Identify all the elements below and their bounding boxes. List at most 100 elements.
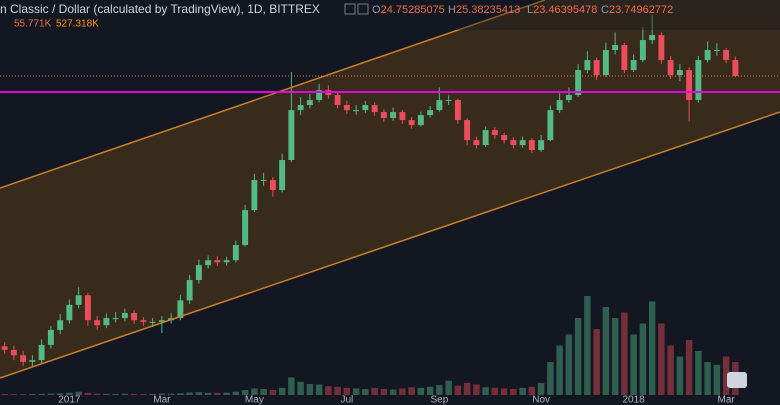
candle-body bbox=[205, 260, 212, 266]
icon[interactable] bbox=[344, 3, 356, 15]
volume-bar bbox=[630, 334, 637, 395]
volume-bar bbox=[112, 393, 119, 395]
candle-body bbox=[417, 115, 424, 126]
volume-bar bbox=[371, 387, 378, 395]
candle-body bbox=[29, 360, 36, 362]
candle-body bbox=[649, 35, 656, 41]
candle-body bbox=[195, 265, 202, 281]
candle-body bbox=[38, 344, 45, 361]
volume-bar bbox=[667, 345, 674, 395]
candle-body bbox=[621, 45, 628, 71]
candle-body bbox=[94, 320, 101, 326]
candle-body bbox=[103, 318, 110, 326]
volume-bar bbox=[685, 340, 693, 395]
badge-icon[interactable] bbox=[727, 372, 747, 388]
candle-body bbox=[131, 312, 138, 321]
volume-bar bbox=[658, 323, 665, 395]
ohlc-value: 25.38235413 bbox=[456, 4, 520, 16]
candle-body bbox=[639, 40, 646, 61]
volume-bar bbox=[602, 307, 610, 395]
volume-bar bbox=[445, 380, 452, 395]
candle-body bbox=[436, 100, 443, 111]
volume-bar bbox=[482, 387, 489, 395]
candle-body bbox=[121, 312, 128, 319]
volume-bar bbox=[593, 329, 600, 395]
ohlc-value: 23.74962772 bbox=[609, 4, 673, 16]
x-tick-label: 2017 bbox=[58, 395, 81, 405]
x-tick-label: May bbox=[245, 395, 264, 405]
volume-bar bbox=[315, 384, 323, 395]
volume-bar bbox=[306, 384, 314, 395]
volume-bar bbox=[510, 388, 517, 395]
volume-bar bbox=[297, 381, 304, 395]
candle-body bbox=[723, 50, 730, 61]
candle-body bbox=[695, 60, 702, 101]
ohlc-label: L bbox=[527, 4, 533, 16]
volume-bar bbox=[639, 323, 647, 395]
volume-bar bbox=[1, 394, 8, 395]
volume-bar bbox=[325, 386, 332, 395]
ohlc-label: H bbox=[448, 4, 456, 16]
volume-bar bbox=[491, 387, 499, 395]
volume-bar bbox=[695, 351, 702, 395]
candle-body bbox=[297, 105, 304, 111]
x-tick-label: Nov bbox=[532, 395, 550, 405]
volume-bar bbox=[251, 388, 258, 395]
candle-body bbox=[214, 260, 221, 263]
candle-body bbox=[380, 112, 387, 119]
volume-bar bbox=[528, 386, 536, 395]
candle-body bbox=[242, 210, 249, 246]
candle-body bbox=[306, 100, 313, 106]
icon[interactable] bbox=[357, 3, 369, 15]
candle-body bbox=[676, 70, 683, 76]
ohlc-close: C23.74962772 bbox=[601, 4, 673, 16]
candle-body bbox=[704, 50, 711, 61]
candle-body bbox=[473, 140, 480, 146]
channel-lower bbox=[0, 111, 780, 379]
volume-bar bbox=[75, 391, 82, 395]
candle-body bbox=[223, 260, 230, 263]
candle-body bbox=[593, 60, 600, 76]
volume-bar bbox=[241, 390, 249, 395]
volume-bar bbox=[436, 385, 443, 395]
volume-bar bbox=[500, 388, 508, 395]
candle-body bbox=[57, 320, 64, 330]
volume-bar bbox=[352, 388, 360, 395]
volume-bar bbox=[380, 388, 388, 395]
candle-body bbox=[584, 60, 591, 71]
candle-body bbox=[408, 120, 415, 126]
candle-body bbox=[353, 110, 360, 112]
volume-bar bbox=[611, 318, 619, 395]
volume-bar bbox=[38, 393, 45, 395]
candle-body bbox=[362, 105, 369, 111]
volume-bar bbox=[167, 393, 175, 395]
volume-bar bbox=[223, 392, 230, 395]
ohlc-label: O bbox=[372, 4, 381, 16]
volume-bar bbox=[408, 387, 415, 395]
volume-bar bbox=[399, 388, 406, 395]
volume-bar bbox=[10, 394, 18, 395]
volume-bar bbox=[103, 393, 110, 395]
candle-body bbox=[288, 110, 295, 161]
candle-layer bbox=[1, 14, 739, 367]
volume-bar bbox=[463, 382, 471, 395]
candle-body bbox=[66, 304, 73, 321]
volume-bar bbox=[343, 387, 351, 395]
volume-bar bbox=[47, 393, 55, 395]
channel-upper bbox=[0, 0, 546, 189]
candle-body bbox=[602, 50, 609, 76]
candle-body bbox=[269, 179, 276, 191]
candle-body bbox=[630, 60, 637, 71]
volume-bar bbox=[232, 391, 240, 395]
candle-body bbox=[84, 295, 91, 321]
x-tick-label: Mar bbox=[153, 395, 171, 405]
candle-body bbox=[232, 245, 239, 261]
volume-value: 55.771K bbox=[14, 19, 52, 30]
volume-bar bbox=[556, 345, 563, 395]
volume-bar bbox=[214, 392, 221, 395]
ohlc-value: 23.46395478 bbox=[533, 4, 597, 16]
volume-bar bbox=[140, 393, 147, 395]
candle-body bbox=[464, 120, 471, 141]
ohlc-open: O24.75285075 bbox=[372, 4, 445, 16]
